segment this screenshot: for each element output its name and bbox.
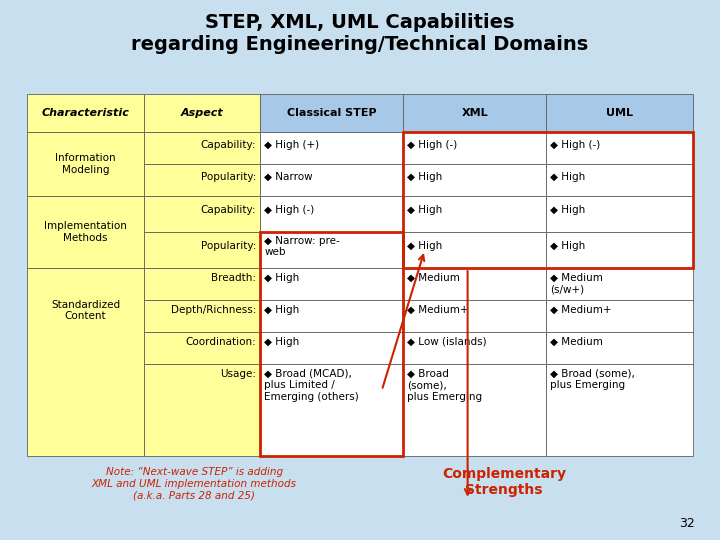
- Text: ◆ High: ◆ High: [550, 172, 585, 182]
- Bar: [144, 132, 260, 164]
- Bar: [27, 268, 144, 456]
- Bar: [546, 132, 693, 164]
- Text: ◆ Narrow: ◆ Narrow: [264, 172, 312, 182]
- Text: Classical STEP: Classical STEP: [287, 109, 377, 118]
- Bar: [403, 164, 546, 196]
- Bar: [546, 268, 693, 300]
- Text: Implementation
Methods: Implementation Methods: [44, 221, 127, 243]
- Bar: [546, 196, 693, 232]
- Bar: [403, 94, 546, 132]
- Bar: [403, 196, 546, 232]
- Text: ◆ Narrow: pre-
web: ◆ Narrow: pre- web: [264, 235, 340, 257]
- Text: ◆ Broad
(some),
plus Emerging: ◆ Broad (some), plus Emerging: [408, 369, 482, 402]
- Text: ◆ High: ◆ High: [264, 273, 300, 283]
- Bar: [260, 196, 403, 232]
- Text: Coordination:: Coordination:: [186, 337, 256, 347]
- Text: regarding Engineering/Technical Domains: regarding Engineering/Technical Domains: [131, 35, 589, 54]
- Bar: [260, 268, 403, 300]
- Bar: [144, 332, 260, 364]
- Text: Standardized
Content: Standardized Content: [51, 300, 120, 321]
- Bar: [546, 364, 693, 456]
- Bar: [27, 132, 144, 196]
- Bar: [144, 268, 260, 300]
- Bar: [260, 232, 403, 268]
- Bar: [546, 332, 693, 364]
- Text: ◆ High: ◆ High: [264, 305, 300, 315]
- Text: ◆ Broad (some),
plus Emerging: ◆ Broad (some), plus Emerging: [550, 369, 635, 390]
- Text: Note: “Next-wave STEP” is adding
XML and UML implementation methods
(a.k.a. Part: Note: “Next-wave STEP” is adding XML and…: [92, 467, 297, 500]
- Text: Popularity:: Popularity:: [201, 172, 256, 182]
- Text: Breadth:: Breadth:: [211, 273, 256, 283]
- Bar: [144, 164, 260, 196]
- Bar: [144, 196, 260, 232]
- Bar: [546, 164, 693, 196]
- Text: ◆ High (-): ◆ High (-): [408, 140, 457, 151]
- Text: Popularity:: Popularity:: [201, 241, 256, 251]
- Bar: [260, 332, 403, 364]
- Text: XML: XML: [462, 109, 488, 118]
- Bar: [403, 364, 546, 456]
- Text: Depth/Richness:: Depth/Richness:: [171, 305, 256, 315]
- Text: ◆ Medium: ◆ Medium: [550, 337, 603, 347]
- Bar: [403, 268, 546, 300]
- Text: ◆ High: ◆ High: [408, 205, 443, 215]
- Text: UML: UML: [606, 109, 633, 118]
- Text: ◆ Low (islands): ◆ Low (islands): [408, 337, 487, 347]
- Bar: [260, 132, 403, 164]
- Text: ◆ Medium: ◆ Medium: [408, 273, 460, 283]
- Text: Capability:: Capability:: [201, 140, 256, 151]
- Bar: [260, 364, 403, 456]
- Bar: [144, 232, 260, 268]
- Text: Complementary
Strengths: Complementary Strengths: [442, 467, 566, 497]
- Text: Usage:: Usage:: [220, 369, 256, 379]
- Text: ◆ High (-): ◆ High (-): [550, 140, 600, 151]
- Text: ◆ High: ◆ High: [408, 241, 443, 251]
- Text: STEP, XML, UML Capabilities: STEP, XML, UML Capabilities: [205, 14, 515, 32]
- Text: ◆ High: ◆ High: [408, 172, 443, 182]
- Bar: [403, 300, 546, 332]
- Bar: [546, 232, 693, 268]
- Text: ◆ Medium+: ◆ Medium+: [408, 305, 469, 315]
- Bar: [260, 164, 403, 196]
- Bar: [403, 332, 546, 364]
- Bar: [403, 132, 693, 268]
- Text: ◆ High: ◆ High: [550, 205, 585, 215]
- Bar: [546, 300, 693, 332]
- Text: ◆ High (+): ◆ High (+): [264, 140, 320, 151]
- Bar: [403, 232, 546, 268]
- Text: Aspect: Aspect: [181, 109, 223, 118]
- Bar: [546, 94, 693, 132]
- Bar: [403, 132, 546, 164]
- Text: 32: 32: [679, 517, 695, 530]
- FancyArrowPatch shape: [382, 255, 424, 388]
- Text: Information
Modeling: Information Modeling: [55, 153, 116, 175]
- Text: ◆ High (-): ◆ High (-): [264, 205, 315, 215]
- Bar: [144, 300, 260, 332]
- Text: Capability:: Capability:: [201, 205, 256, 215]
- Text: ◆ Medium
(s/w+): ◆ Medium (s/w+): [550, 273, 603, 294]
- Text: ◆ Medium+: ◆ Medium+: [550, 305, 612, 315]
- Text: ◆ Broad (MCAD),
plus Limited /
Emerging (others): ◆ Broad (MCAD), plus Limited / Emerging …: [264, 369, 359, 402]
- Bar: [144, 94, 260, 132]
- Bar: [27, 94, 144, 132]
- Bar: [260, 232, 403, 456]
- Text: ◆ High: ◆ High: [264, 337, 300, 347]
- Bar: [144, 364, 260, 456]
- FancyArrowPatch shape: [465, 271, 470, 495]
- Text: Characteristic: Characteristic: [42, 109, 130, 118]
- Bar: [260, 94, 403, 132]
- Bar: [260, 300, 403, 332]
- Bar: [27, 196, 144, 268]
- Text: ◆ High: ◆ High: [550, 241, 585, 251]
